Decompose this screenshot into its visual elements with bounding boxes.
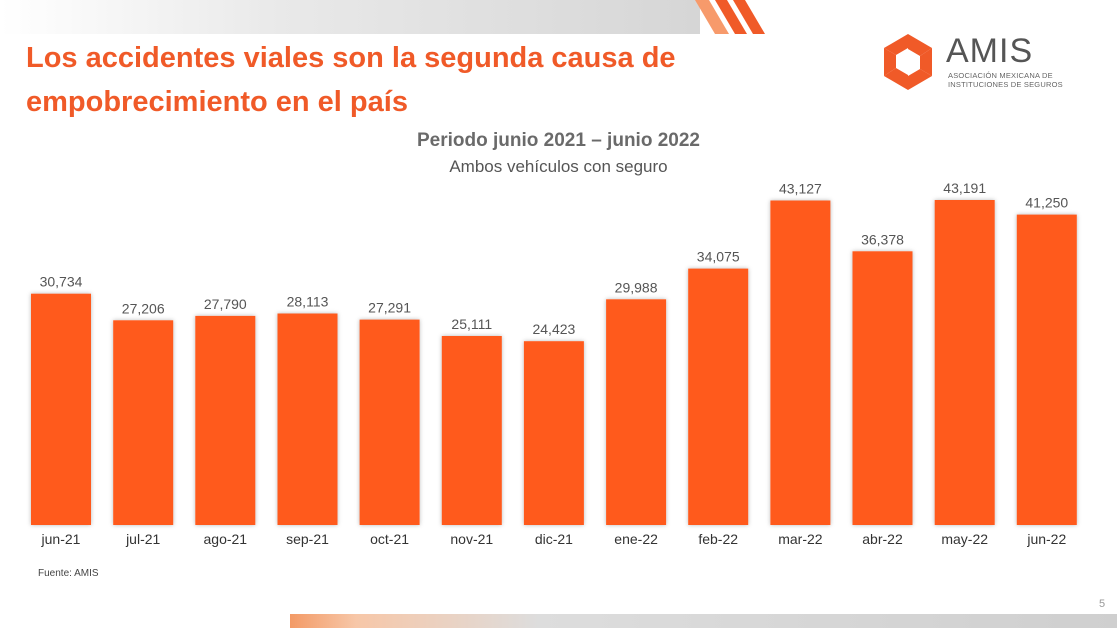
chart-subtitle: Ambos vehículos con seguro (449, 157, 668, 176)
logo-subtitle-line2: INSTITUCIONES DE SEGUROS (948, 80, 1063, 89)
bar-ene-22 (606, 299, 667, 525)
slide-title: Los accidentes viales son la segunda cau… (26, 42, 676, 118)
bar-jul-21 (113, 320, 174, 525)
hexagon-swirl-logo-icon (884, 34, 932, 90)
x-label-jun-22: jun-22 (1026, 531, 1066, 547)
bar-sep-21 (277, 313, 338, 525)
value-label-dic-21: 24,423 (532, 321, 575, 337)
chart-x-axis-labels: jun-21 jul-21 ago-21 sep-21 oct-21 nov-21 dic-… (41, 531, 1067, 547)
bar-jun-22 (1016, 214, 1077, 525)
value-label-jun-22: 41,250 (1025, 195, 1068, 211)
amis-logo: AMIS ASOCIACIÓN MEXICANA DE INSTITUCIONE… (878, 32, 1063, 92)
value-label-ago-21: 27,790 (204, 296, 247, 312)
bottom-decor-strip (290, 614, 1117, 628)
logo-subtitle-line1: ASOCIACIÓN MEXICANA DE (948, 71, 1053, 80)
value-label-may-22: 43,191 (943, 180, 986, 196)
value-label-mar-22: 43,127 (779, 181, 822, 197)
value-label-feb-22: 34,075 (697, 249, 740, 265)
value-label-sep-21: 28,113 (287, 294, 329, 310)
x-label-jun-21: jun-21 (41, 531, 81, 547)
value-label-nov-21: 25,111 (451, 316, 492, 332)
x-label-sep-21: sep-21 (286, 531, 329, 547)
x-label-nov-21: nov-21 (450, 531, 493, 547)
bar-may-22 (934, 200, 995, 525)
chart-bars (31, 200, 1077, 526)
x-label-ene-22: ene-22 (614, 531, 658, 547)
bar-abr-22 (852, 251, 913, 526)
top-decor-strip (0, 0, 700, 34)
top-decor-stripes (695, 0, 765, 34)
bar-dic-21 (523, 341, 584, 525)
x-label-abr-22: abr-22 (862, 531, 903, 547)
value-label-ene-22: 29,988 (615, 279, 658, 295)
bar-chart: 30,734 27,206 27,790 28,113 27,291 25,111 24,4… (31, 180, 1077, 547)
value-label-jun-21: 30,734 (40, 274, 83, 290)
x-label-feb-22: feb-22 (698, 531, 738, 547)
chart-title: Periodo junio 2021 – junio 2022 (417, 130, 700, 151)
x-label-ago-21: ago-21 (204, 531, 248, 547)
bar-feb-22 (688, 268, 749, 525)
x-label-dic-21: dic-21 (535, 531, 573, 547)
source-note: Fuente: AMIS (38, 568, 99, 579)
x-label-mar-22: mar-22 (778, 531, 823, 547)
x-label-jul-21: jul-21 (125, 531, 160, 547)
value-label-jul-21: 27,206 (122, 300, 165, 316)
value-label-abr-22: 36,378 (861, 231, 904, 247)
logo-wordmark: AMIS (946, 32, 1034, 70)
bar-mar-22 (770, 200, 831, 525)
bar-jun-21 (31, 293, 91, 525)
x-label-may-22: may-22 (941, 531, 988, 547)
bar-oct-21 (359, 319, 420, 525)
value-label-oct-21: 27,291 (368, 300, 411, 316)
bar-nov-21 (441, 336, 502, 525)
bar-ago-21 (195, 315, 256, 525)
page-number: 5 (1099, 598, 1106, 610)
chart-value-labels: 30,734 27,206 27,790 28,113 27,291 25,111 24,4… (40, 180, 1069, 337)
x-label-oct-21: oct-21 (370, 531, 409, 547)
